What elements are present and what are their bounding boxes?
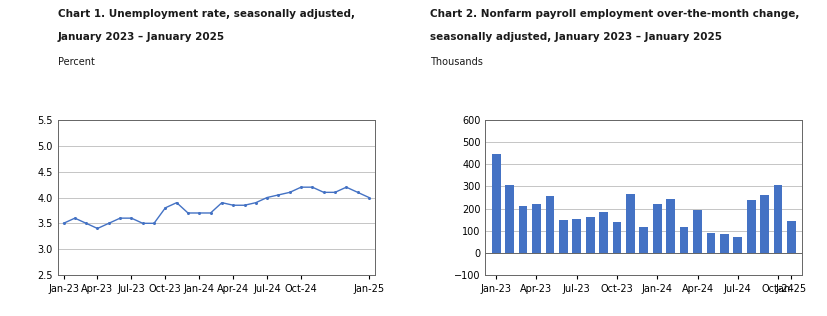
- Text: Chart 1. Unemployment rate, seasonally adjusted,: Chart 1. Unemployment rate, seasonally a…: [58, 9, 355, 20]
- Bar: [492, 155, 500, 253]
- Bar: [706, 233, 715, 253]
- Bar: [586, 217, 595, 253]
- Bar: [613, 222, 621, 253]
- Bar: [747, 200, 756, 253]
- Bar: [519, 206, 528, 253]
- Bar: [626, 194, 635, 253]
- Bar: [667, 199, 675, 253]
- Text: seasonally adjusted, January 2023 – January 2025: seasonally adjusted, January 2023 – Janu…: [430, 32, 722, 42]
- Bar: [787, 221, 796, 253]
- Bar: [505, 185, 514, 253]
- Bar: [600, 212, 608, 253]
- Bar: [546, 197, 554, 253]
- Bar: [653, 204, 662, 253]
- Text: January 2023 – January 2025: January 2023 – January 2025: [58, 32, 225, 42]
- Bar: [639, 228, 648, 253]
- Bar: [572, 219, 581, 253]
- Bar: [693, 210, 702, 253]
- Bar: [734, 237, 742, 253]
- Bar: [720, 234, 729, 253]
- Bar: [760, 195, 769, 253]
- Text: Thousands: Thousands: [430, 57, 483, 67]
- Text: Chart 2. Nonfarm payroll employment over-the-month change,: Chart 2. Nonfarm payroll employment over…: [430, 9, 800, 20]
- Text: Percent: Percent: [58, 57, 95, 67]
- Bar: [532, 204, 541, 253]
- Bar: [559, 220, 567, 253]
- Bar: [680, 228, 688, 253]
- Bar: [774, 185, 782, 253]
